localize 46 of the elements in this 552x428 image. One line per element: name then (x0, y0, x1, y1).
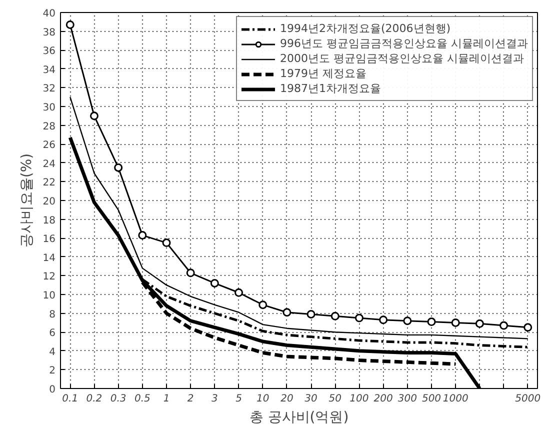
x-tick-label: 20 (280, 394, 294, 404)
legend-label: 2000년도 평균임금적용인상요율 시뮬레이션결과 (280, 51, 524, 66)
y-tick-label: 12 (42, 272, 56, 283)
x-tick-label: 30 (304, 394, 318, 404)
y-tick-label: 26 (42, 140, 56, 152)
y-tick-label: 38 (42, 27, 56, 38)
legend-label: 1979년 제정요율 (280, 66, 366, 81)
y-tick-label: 2 (49, 366, 56, 377)
y-tick-label: 40 (42, 8, 56, 20)
x-tick-label: 300 (398, 394, 417, 404)
y-tick-label: 4 (49, 346, 56, 358)
x-tick-label: 0.5 (134, 394, 150, 404)
y-tick-label: 0 (49, 384, 56, 396)
x-tick-label: 3 (212, 394, 218, 404)
x-tick-label: 1000 (442, 394, 468, 404)
x-tick-label: 100 (350, 394, 369, 404)
x-tick-label: 0.1 (62, 394, 78, 404)
y-axis-title: 공사비요율(%) (18, 153, 35, 248)
y-tick-label: 10 (42, 290, 56, 302)
x-tick-label: 10 (256, 394, 270, 404)
y-tick-label: 24 (42, 158, 56, 170)
legend-label: 1987년1차개정요율 (280, 81, 381, 96)
x-tick-label: 5 (236, 394, 242, 404)
y-tick-label: 28 (42, 121, 56, 132)
x-tick-label: 0.2 (86, 394, 102, 404)
x-tick-label: 5000 (515, 394, 541, 404)
x-tick-label: 2 (187, 394, 194, 404)
y-tick-label: 14 (42, 252, 56, 264)
y-tick-label: 36 (42, 46, 56, 58)
legend-label: 996년도 평균임금금적용인상요율 시뮬레이션결과 (280, 36, 528, 51)
x-axis-title: 총 공사비(억원) (249, 410, 349, 426)
x-tick-label: 500 (422, 394, 442, 404)
y-tick-label: 34 (42, 64, 56, 76)
y-tick-label: 22 (42, 178, 56, 189)
y-tick-label: 18 (42, 215, 56, 226)
y-tick-label: 16 (42, 234, 56, 246)
y-tick-label: 20 (42, 196, 56, 208)
y-tick-label: 30 (42, 102, 56, 114)
y-tick-label: 32 (42, 84, 56, 95)
y-tick-label: 6 (49, 328, 56, 340)
x-tick-label: 200 (374, 394, 393, 404)
y-tick-label: 8 (49, 309, 56, 320)
legend-label: 1994년2차개정요율(2006년현행) (280, 21, 451, 36)
x-tick-label: 1 (163, 394, 170, 404)
x-tick-label: 0.3 (110, 394, 126, 404)
x-tick-label: 50 (328, 394, 342, 404)
